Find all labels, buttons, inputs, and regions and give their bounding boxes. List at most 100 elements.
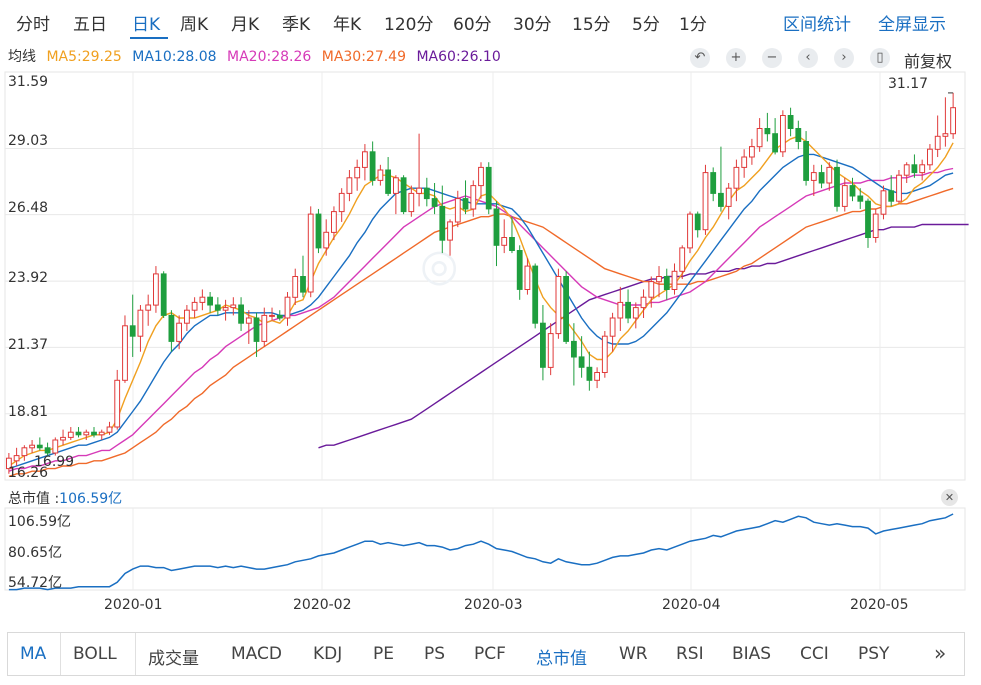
candle-body (75, 431, 82, 436)
candle-body (6, 457, 12, 470)
candle-body (276, 314, 283, 319)
indicator-tab[interactable]: 成交量 (148, 649, 199, 669)
candle-body (191, 301, 198, 311)
candle-type-icon[interactable]: ▯ (870, 48, 890, 68)
candle-body (346, 177, 353, 194)
adjust-mode-button[interactable]: 前复权 (904, 52, 953, 71)
candle-body (423, 187, 430, 200)
candle-body (934, 135, 941, 150)
kline-chart[interactable]: ◎ (0, 70, 981, 490)
date-label: 2020-01 (104, 597, 163, 613)
pan-left-icon[interactable]: ‹ (798, 48, 818, 68)
period-tab[interactable]: 分时 (16, 15, 50, 35)
candle-body (52, 439, 59, 454)
indicator-tab[interactable]: PE (373, 644, 394, 664)
candle-body (919, 164, 926, 174)
close-indicator-icon[interactable]: ✕ (941, 489, 958, 506)
candle-body (400, 177, 407, 213)
period-tab[interactable]: 30分 (513, 15, 552, 35)
candle-body (609, 317, 616, 337)
pan-right-icon[interactable]: › (834, 48, 854, 68)
candle-body (145, 304, 152, 311)
period-tab[interactable]: 120分 (384, 15, 434, 35)
indicator-tab[interactable]: PSY (858, 644, 890, 664)
candle-body (300, 276, 306, 293)
candle-body (214, 304, 221, 311)
zoom-in-icon[interactable]: + (726, 48, 746, 68)
indicator-tab[interactable]: MACD (231, 644, 282, 664)
period-tab[interactable]: 月K (231, 15, 260, 35)
candle-body (416, 187, 423, 194)
candle-body (841, 185, 848, 207)
period-tab[interactable]: 1分 (679, 15, 707, 35)
period-tab[interactable]: 15分 (572, 15, 611, 35)
candle-body (269, 314, 275, 317)
candle-body (114, 379, 121, 428)
indicator-tab[interactable]: CCI (800, 644, 829, 664)
candle-body (896, 174, 902, 202)
indicator-tab[interactable]: WR (619, 644, 648, 664)
candle-body (849, 185, 856, 197)
period-tab[interactable]: 五日 (73, 15, 107, 35)
indicator-tab[interactable]: 总市值 (536, 649, 587, 669)
period-tab[interactable]: 60分 (453, 15, 492, 35)
candle-body (393, 177, 399, 194)
candle-body (153, 273, 159, 306)
candle-body (184, 309, 190, 324)
candle-body (787, 115, 794, 129)
candle-body (516, 250, 523, 290)
price-label: 29.03 (8, 133, 49, 149)
candle-body (470, 185, 477, 210)
candle-body (485, 166, 492, 210)
period-tab[interactable]: 日K (132, 15, 161, 35)
period-tab[interactable]: 年K (333, 15, 362, 35)
indicator-tab[interactable]: BOLL (73, 644, 117, 664)
tab-divider (60, 633, 61, 675)
candle-body (408, 192, 415, 213)
candle-body (795, 128, 802, 142)
fullscreen-link[interactable]: 全屏显示 (878, 15, 946, 35)
candle-body (764, 128, 771, 135)
candle-body (253, 317, 260, 342)
zoom-out-icon[interactable]: − (762, 48, 782, 68)
indicator-tabs: MA BOLL 成交量 MACD KDJ PE PS PCF 总市值 WR RSI BIAS CCI PS… (7, 632, 965, 676)
period-tab[interactable]: 5分 (632, 15, 660, 35)
candle-body (439, 205, 446, 241)
market-cap-chart[interactable] (0, 506, 981, 596)
candle-body (648, 281, 655, 298)
candle-body (385, 169, 392, 194)
range-stats-link[interactable]: 区间统计 (783, 15, 851, 35)
indicator-title: 总市值 :106.59亿 (8, 488, 122, 508)
candle-body (307, 213, 314, 293)
candle-body (571, 340, 577, 358)
more-indicators-button[interactable]: » (934, 641, 947, 665)
indicator-tab[interactable]: KDJ (313, 644, 343, 664)
undo-icon[interactable]: ↶ (690, 48, 710, 68)
candle-body (656, 276, 662, 283)
indicator-tab[interactable]: BIAS (732, 644, 772, 664)
date-label: 2020-05 (850, 597, 909, 613)
indicator-tab[interactable]: PS (424, 644, 446, 664)
price-label: 23.92 (8, 270, 49, 286)
indicator-tab[interactable]: PCF (474, 644, 506, 664)
period-tab[interactable]: 季K (282, 15, 311, 35)
candle-body (447, 221, 453, 241)
candle-body (168, 314, 175, 342)
candle-body (586, 366, 593, 381)
candle-body (331, 211, 337, 233)
indicator-tab[interactable]: RSI (676, 644, 704, 664)
candle-body (718, 192, 724, 207)
period-tab[interactable]: 周K (180, 15, 209, 35)
indicator-tab[interactable]: MA (20, 644, 47, 664)
candle-body (865, 200, 871, 238)
indicator-label: 54.72亿 (8, 575, 63, 591)
candle-body (98, 431, 105, 436)
candle-body (454, 198, 461, 223)
candle-body (323, 231, 330, 249)
indicator-title-prefix: 总市值 : (8, 491, 60, 507)
ma60-value: MA60:26.10 (416, 49, 501, 65)
candle-body (44, 447, 51, 454)
candle-body (687, 213, 693, 249)
candle-body (338, 192, 345, 213)
price-label: 31.59 (8, 74, 49, 90)
